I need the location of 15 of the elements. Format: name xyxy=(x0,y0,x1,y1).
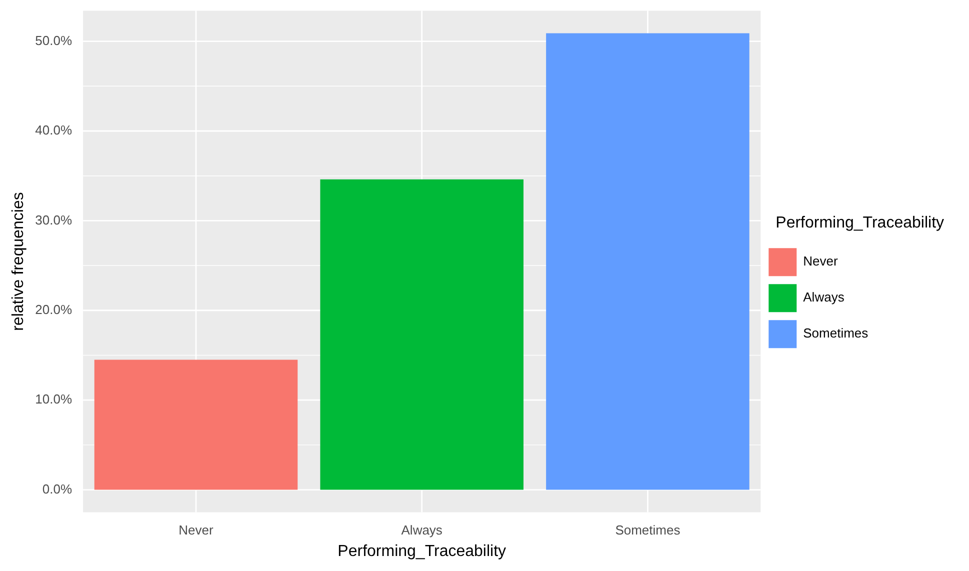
y-tick-label: 0.0% xyxy=(42,481,72,496)
y-tick-label: 30.0% xyxy=(35,212,72,228)
x-tick-label: Sometimes xyxy=(615,522,681,538)
y-tick-label: 10.0% xyxy=(35,392,72,407)
x-tick-label: Always xyxy=(401,522,443,538)
y-tick-label: 50.0% xyxy=(35,32,72,48)
legend-label: Always xyxy=(803,290,845,305)
x-tick-label: Never xyxy=(178,522,214,538)
legend-label: Sometimes xyxy=(803,326,869,341)
y-tick-label: 20.0% xyxy=(35,302,72,317)
x-axis-title: Performing_Traceability xyxy=(338,542,506,560)
y-axis-title: relative frequencies xyxy=(10,192,28,331)
y-tick-label: 40.0% xyxy=(35,122,72,138)
legend-title: Performing_Traceability xyxy=(776,214,944,232)
legend-label: Never xyxy=(803,254,838,269)
